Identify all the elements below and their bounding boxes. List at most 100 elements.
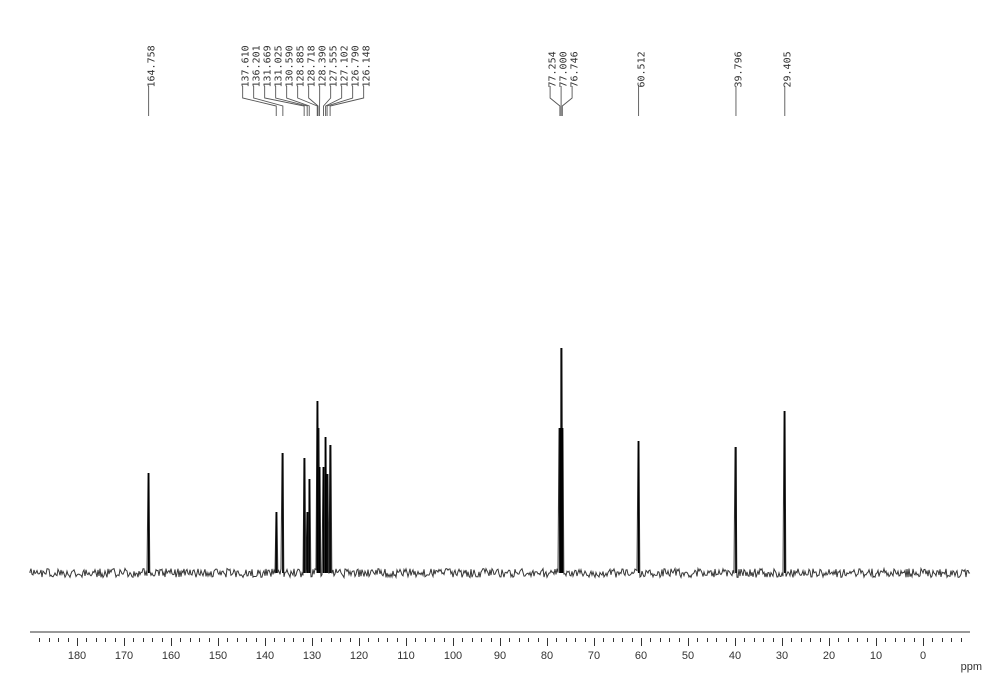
axis-tick-minor — [397, 638, 398, 642]
axis-tick-minor — [679, 638, 680, 642]
axis-tick-major — [923, 638, 924, 646]
axis-tick-label: 120 — [350, 650, 368, 662]
axis-tick-minor — [754, 638, 755, 642]
axis-tick-minor — [914, 638, 915, 642]
axis-tick-minor — [434, 638, 435, 642]
axis-tick-minor — [509, 638, 510, 642]
axis-tick-minor — [350, 638, 351, 642]
axis-tick-major — [735, 638, 736, 646]
axis-tick-major — [218, 638, 219, 646]
axis-tick-minor — [528, 638, 529, 642]
axis-tick-major — [265, 638, 266, 646]
peak-label-connector — [550, 86, 560, 116]
peak-ppm-label: 127.555 — [328, 45, 339, 87]
axis-tick-label: 100 — [444, 650, 462, 662]
axis-tick-label: 40 — [729, 650, 741, 662]
peak-ppm-label: 76.746 — [570, 51, 581, 87]
peak-ppm-label: 77.000 — [559, 51, 570, 87]
axis-tick-minor — [650, 638, 651, 642]
axis-tick-minor — [481, 638, 482, 642]
axis-tick-minor — [773, 638, 774, 642]
peak-ppm-label: 29.405 — [782, 51, 793, 87]
axis-tick-minor — [86, 638, 87, 642]
axis-tick-minor — [885, 638, 886, 642]
axis-tick-minor — [697, 638, 698, 642]
axis-tick-major — [406, 638, 407, 646]
axis-tick-minor — [256, 638, 257, 642]
axis-tick-minor — [951, 638, 952, 642]
axis-tick-minor — [961, 638, 962, 642]
axis-tick-minor — [867, 638, 868, 642]
axis-tick-minor — [162, 638, 163, 642]
axis-tick-major — [453, 638, 454, 646]
axis-tick-minor — [801, 638, 802, 642]
axis-tick-minor — [585, 638, 586, 642]
axis-tick-minor — [538, 638, 539, 642]
axis-tick-major — [641, 638, 642, 646]
axis-tick-minor — [556, 638, 557, 642]
axis-tick-minor — [857, 638, 858, 642]
axis-tick-minor — [726, 638, 727, 642]
axis-tick-major — [547, 638, 548, 646]
axis-tick-minor — [143, 638, 144, 642]
axis-tick-minor — [716, 638, 717, 642]
axis-tick-minor — [472, 638, 473, 642]
axis-tick-label: 30 — [776, 650, 788, 662]
axis-tick-label: 110 — [397, 650, 415, 662]
axis-tick-minor — [838, 638, 839, 642]
peak-ppm-label: 128.718 — [306, 45, 317, 87]
peak-ppm-label: 128.390 — [317, 45, 328, 87]
axis-tick-minor — [603, 638, 604, 642]
axis-tick-minor — [340, 638, 341, 642]
peak-ppm-label: 39.796 — [733, 51, 744, 87]
axis-tick-minor — [462, 638, 463, 642]
axis-tick-minor — [491, 638, 492, 642]
peak-ppm-label: 136.201 — [251, 45, 262, 87]
axis-tick-label: 150 — [209, 650, 227, 662]
axis-tick-label: 90 — [494, 650, 506, 662]
peak-ppm-label: 131.669 — [262, 45, 273, 87]
axis-tick-major — [594, 638, 595, 646]
axis-tick-minor — [199, 638, 200, 642]
peak-ppm-label: 128.885 — [295, 45, 306, 87]
axis-tick-minor — [274, 638, 275, 642]
peak-ppm-label: 130.590 — [284, 45, 295, 87]
axis-tick-minor — [622, 638, 623, 642]
axis-tick-minor — [321, 638, 322, 642]
axis-tick-minor — [152, 638, 153, 642]
axis-tick-minor — [744, 638, 745, 642]
peak-ppm-label: 126.148 — [361, 45, 372, 87]
axis-tick-label: 140 — [256, 650, 274, 662]
axis-tick-minor — [820, 638, 821, 642]
axis-tick-label: 60 — [635, 650, 647, 662]
axis-tick-major — [829, 638, 830, 646]
axis-tick-label: 80 — [541, 650, 553, 662]
axis-tick-minor — [39, 638, 40, 642]
axis-tick-minor — [209, 638, 210, 642]
axis-tick-label: 130 — [303, 650, 321, 662]
axis-tick-minor — [190, 638, 191, 642]
axis-tick-minor — [284, 638, 285, 642]
axis-tick-major — [77, 638, 78, 646]
axis-tick-label: 0 — [920, 650, 926, 662]
axis-tick-major — [782, 638, 783, 646]
axis-tick-minor — [133, 638, 134, 642]
axis-tick-label: 70 — [588, 650, 600, 662]
axis-tick-minor — [303, 638, 304, 642]
axis-tick-major — [312, 638, 313, 646]
axis-tick-major — [688, 638, 689, 646]
axis-tick-minor — [575, 638, 576, 642]
spectrum-plot — [0, 0, 1000, 698]
axis-tick-major — [359, 638, 360, 646]
axis-tick-minor — [227, 638, 228, 642]
axis-tick-minor — [331, 638, 332, 642]
axis-tick-label: 170 — [115, 650, 133, 662]
axis-tick-major — [500, 638, 501, 646]
axis-tick-label: 160 — [162, 650, 180, 662]
axis-tick-minor — [246, 638, 247, 642]
axis-tick-major — [124, 638, 125, 646]
axis-tick-minor — [707, 638, 708, 642]
peak-ppm-label: 131.025 — [273, 45, 284, 87]
axis-tick-minor — [180, 638, 181, 642]
axis-tick-minor — [669, 638, 670, 642]
